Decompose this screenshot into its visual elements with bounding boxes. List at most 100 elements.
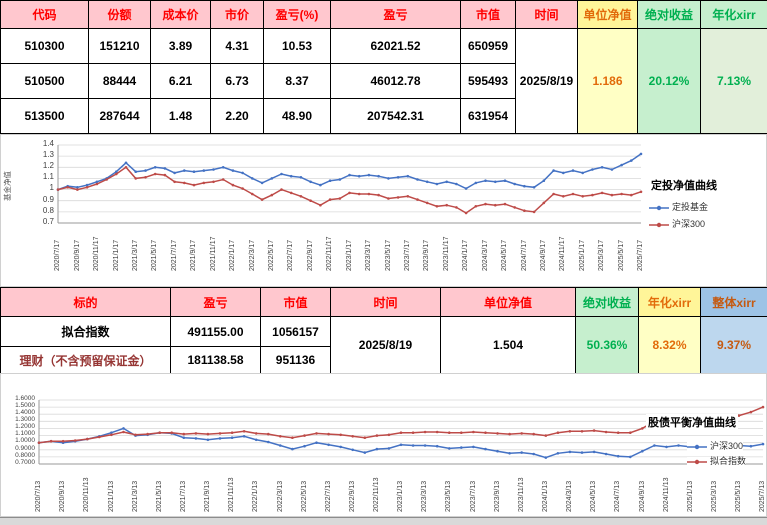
- y-tick-label: 1.0000: [15, 437, 35, 445]
- balance-nav-chart[interactable]: 1.6000 1.5000 1.4000 1.3000 1.2000 1.1000 1.00…: [0, 373, 767, 517]
- dca-nav-chart[interactable]: 1.4 1.3 1.2 1.1 1 0.9 0.8 0.7 2020/7/17 2020/9/17…: [0, 134, 767, 287]
- cell-market-value[interactable]: 631954: [460, 98, 516, 134]
- cell-pnl-pct[interactable]: 48.90: [263, 98, 331, 134]
- cell-pnl[interactable]: 46012.78: [330, 63, 461, 99]
- x-tick-label: 2020/11/13: [83, 477, 91, 512]
- x-tick-label: 2021/7/17: [170, 239, 178, 271]
- cell-shares[interactable]: 88444: [88, 63, 151, 99]
- col-header-pnl[interactable]: 盈亏: [330, 0, 461, 29]
- legend-label: 定投基金: [672, 202, 709, 212]
- y-tick-label: 1: [49, 183, 54, 193]
- cell-code[interactable]: 510300: [0, 28, 89, 64]
- x-tick-label: 2023/5/13: [445, 480, 453, 512]
- cell-price[interactable]: 2.20: [210, 98, 264, 134]
- col-header-target[interactable]: 标的: [0, 287, 171, 317]
- y-axis-title: 基金净值: [3, 171, 12, 201]
- cell-unit-nav-merged[interactable]: 1.504: [440, 316, 576, 374]
- col-header-market-value[interactable]: 市值: [260, 287, 331, 317]
- cell-annual-xirr-merged[interactable]: 7.13%: [700, 28, 767, 134]
- col-header-time[interactable]: 时间: [330, 287, 441, 317]
- y-tick-label: 1.4000: [15, 409, 35, 416]
- y-tick-label: 1.5000: [15, 401, 35, 409]
- summary-table: 标的 盈亏 市值 时间 单位净值 绝对收益 年化xirr 整体xirr 拟合指数…: [0, 287, 767, 374]
- cell-time-merged[interactable]: 2025/8/19: [330, 316, 441, 374]
- x-tick-label: 2023/1/13: [397, 480, 405, 512]
- col-header-annual-xirr[interactable]: 年化xirr: [638, 287, 701, 317]
- y-tick-label: 1.6000: [15, 394, 35, 402]
- cell-pnl[interactable]: 181138.58: [170, 346, 261, 374]
- cell-market-value[interactable]: 595493: [460, 63, 516, 99]
- holdings-table: 代码 份额 成本价 市价 盈亏(%) 盈亏 市值 时间 单位净值 绝对收益 年化…: [0, 0, 767, 134]
- x-tick-label: 2020/7/17: [54, 239, 62, 271]
- col-header-market-value[interactable]: 市值: [460, 0, 516, 29]
- cell-pnl[interactable]: 207542.31: [330, 98, 461, 134]
- cell-cost[interactable]: 1.48: [150, 98, 211, 134]
- x-tick-label: 2022/7/17: [287, 239, 295, 271]
- cell-price[interactable]: 4.31: [210, 28, 264, 64]
- plot-area: [56, 144, 643, 224]
- cell-annual-xirr-merged[interactable]: 8.32%: [638, 316, 701, 374]
- x-tick-label: 2023/1/17: [345, 239, 353, 271]
- cell-cost[interactable]: 6.21: [150, 63, 211, 99]
- col-header-code[interactable]: 代码: [0, 0, 89, 29]
- holdings-header-row: 代码 份额 成本价 市价 盈亏(%) 盈亏 市值 时间 单位净值 绝对收益 年化…: [0, 0, 767, 29]
- x-tick-label: 2023/9/17: [423, 239, 431, 271]
- y-tick-label: 1.4: [42, 138, 54, 148]
- cell-target-name[interactable]: 理财（不含预留保证金）: [0, 346, 171, 374]
- cell-code[interactable]: 510500: [0, 63, 89, 99]
- x-tick-label: 2022/3/17: [248, 239, 256, 271]
- cell-shares[interactable]: 287644: [88, 98, 151, 134]
- col-header-annual-xirr[interactable]: 年化xirr: [700, 0, 767, 29]
- x-tick-label: 2024/7/13: [614, 480, 622, 512]
- y-tick-label: 1.1: [42, 172, 54, 182]
- x-tick-label: 2024/9/13: [638, 480, 646, 512]
- cell-abs-return-merged[interactable]: 50.36%: [575, 316, 639, 374]
- x-tick-label: 2024/7/17: [520, 239, 528, 271]
- col-header-abs-return[interactable]: 绝对收益: [637, 0, 701, 29]
- cell-pnl[interactable]: 491155.00: [170, 316, 261, 347]
- cell-market-value[interactable]: 951136: [260, 346, 331, 374]
- cell-pnl[interactable]: 62021.52: [330, 28, 461, 64]
- col-header-pnl-pct[interactable]: 盈亏(%): [263, 0, 331, 29]
- x-tick-label: 2024/11/17: [559, 236, 567, 271]
- x-tick-label: 2021/9/13: [204, 480, 212, 512]
- x-tick-label: 2022/11/17: [326, 236, 334, 271]
- col-header-unit-nav[interactable]: 单位净值: [577, 0, 638, 29]
- cell-abs-return-merged[interactable]: 20.12%: [637, 28, 701, 134]
- x-tick-label: 2022/5/17: [267, 239, 275, 271]
- x-tick-label: 2020/9/17: [73, 239, 81, 271]
- col-header-pnl[interactable]: 盈亏: [170, 287, 261, 317]
- x-tick-label: 2021/1/13: [107, 480, 115, 512]
- y-tick-label: 1.2000: [15, 423, 35, 431]
- x-tick-label: 2021/11/13: [228, 477, 236, 512]
- legend-item: 沪深300: [649, 220, 706, 229]
- x-tick-label: 2023/7/17: [403, 239, 411, 271]
- cell-market-value[interactable]: 650959: [460, 28, 516, 64]
- cell-pnl-pct[interactable]: 10.53: [263, 28, 331, 64]
- cell-price[interactable]: 6.73: [210, 63, 264, 99]
- x-tick-label: 2022/1/13: [252, 480, 260, 512]
- col-header-price[interactable]: 市价: [210, 0, 264, 29]
- cell-overall-xirr-merged[interactable]: 9.37%: [700, 316, 767, 374]
- x-tick-label: 2020/11/17: [93, 236, 100, 271]
- x-tick-label: 2022/7/13: [324, 480, 332, 512]
- col-header-abs-return[interactable]: 绝对收益: [575, 287, 639, 317]
- cell-pnl-pct[interactable]: 8.37: [263, 63, 331, 99]
- x-tick-label: 2023/11/17: [442, 236, 450, 271]
- col-header-time[interactable]: 时间: [515, 0, 578, 29]
- cell-target-name[interactable]: 拟合指数: [0, 316, 171, 347]
- cell-shares[interactable]: 151210: [88, 28, 151, 64]
- col-header-cost[interactable]: 成本价: [150, 0, 211, 29]
- col-header-unit-nav[interactable]: 单位净值: [440, 287, 576, 317]
- cell-time-merged[interactable]: 2025/8/19: [515, 28, 578, 134]
- x-tick-label: 2023/3/17: [365, 239, 373, 271]
- cell-cost[interactable]: 3.89: [150, 28, 211, 64]
- col-header-shares[interactable]: 份额: [88, 0, 151, 29]
- holdings-row: 510300 151210 3.89 4.31 10.53 62021.52 6…: [0, 28, 767, 134]
- cell-code[interactable]: 513500: [0, 98, 89, 134]
- cell-market-value[interactable]: 1056157: [260, 316, 331, 347]
- cell-unit-nav-merged[interactable]: 1.186: [577, 28, 638, 134]
- summary-row: 拟合指数 491155.00 1056157 2025/8/19 1.504 5…: [0, 316, 767, 374]
- x-tick-label: 2023/11/13: [517, 477, 525, 512]
- col-header-overall-xirr[interactable]: 整体xirr: [700, 287, 767, 317]
